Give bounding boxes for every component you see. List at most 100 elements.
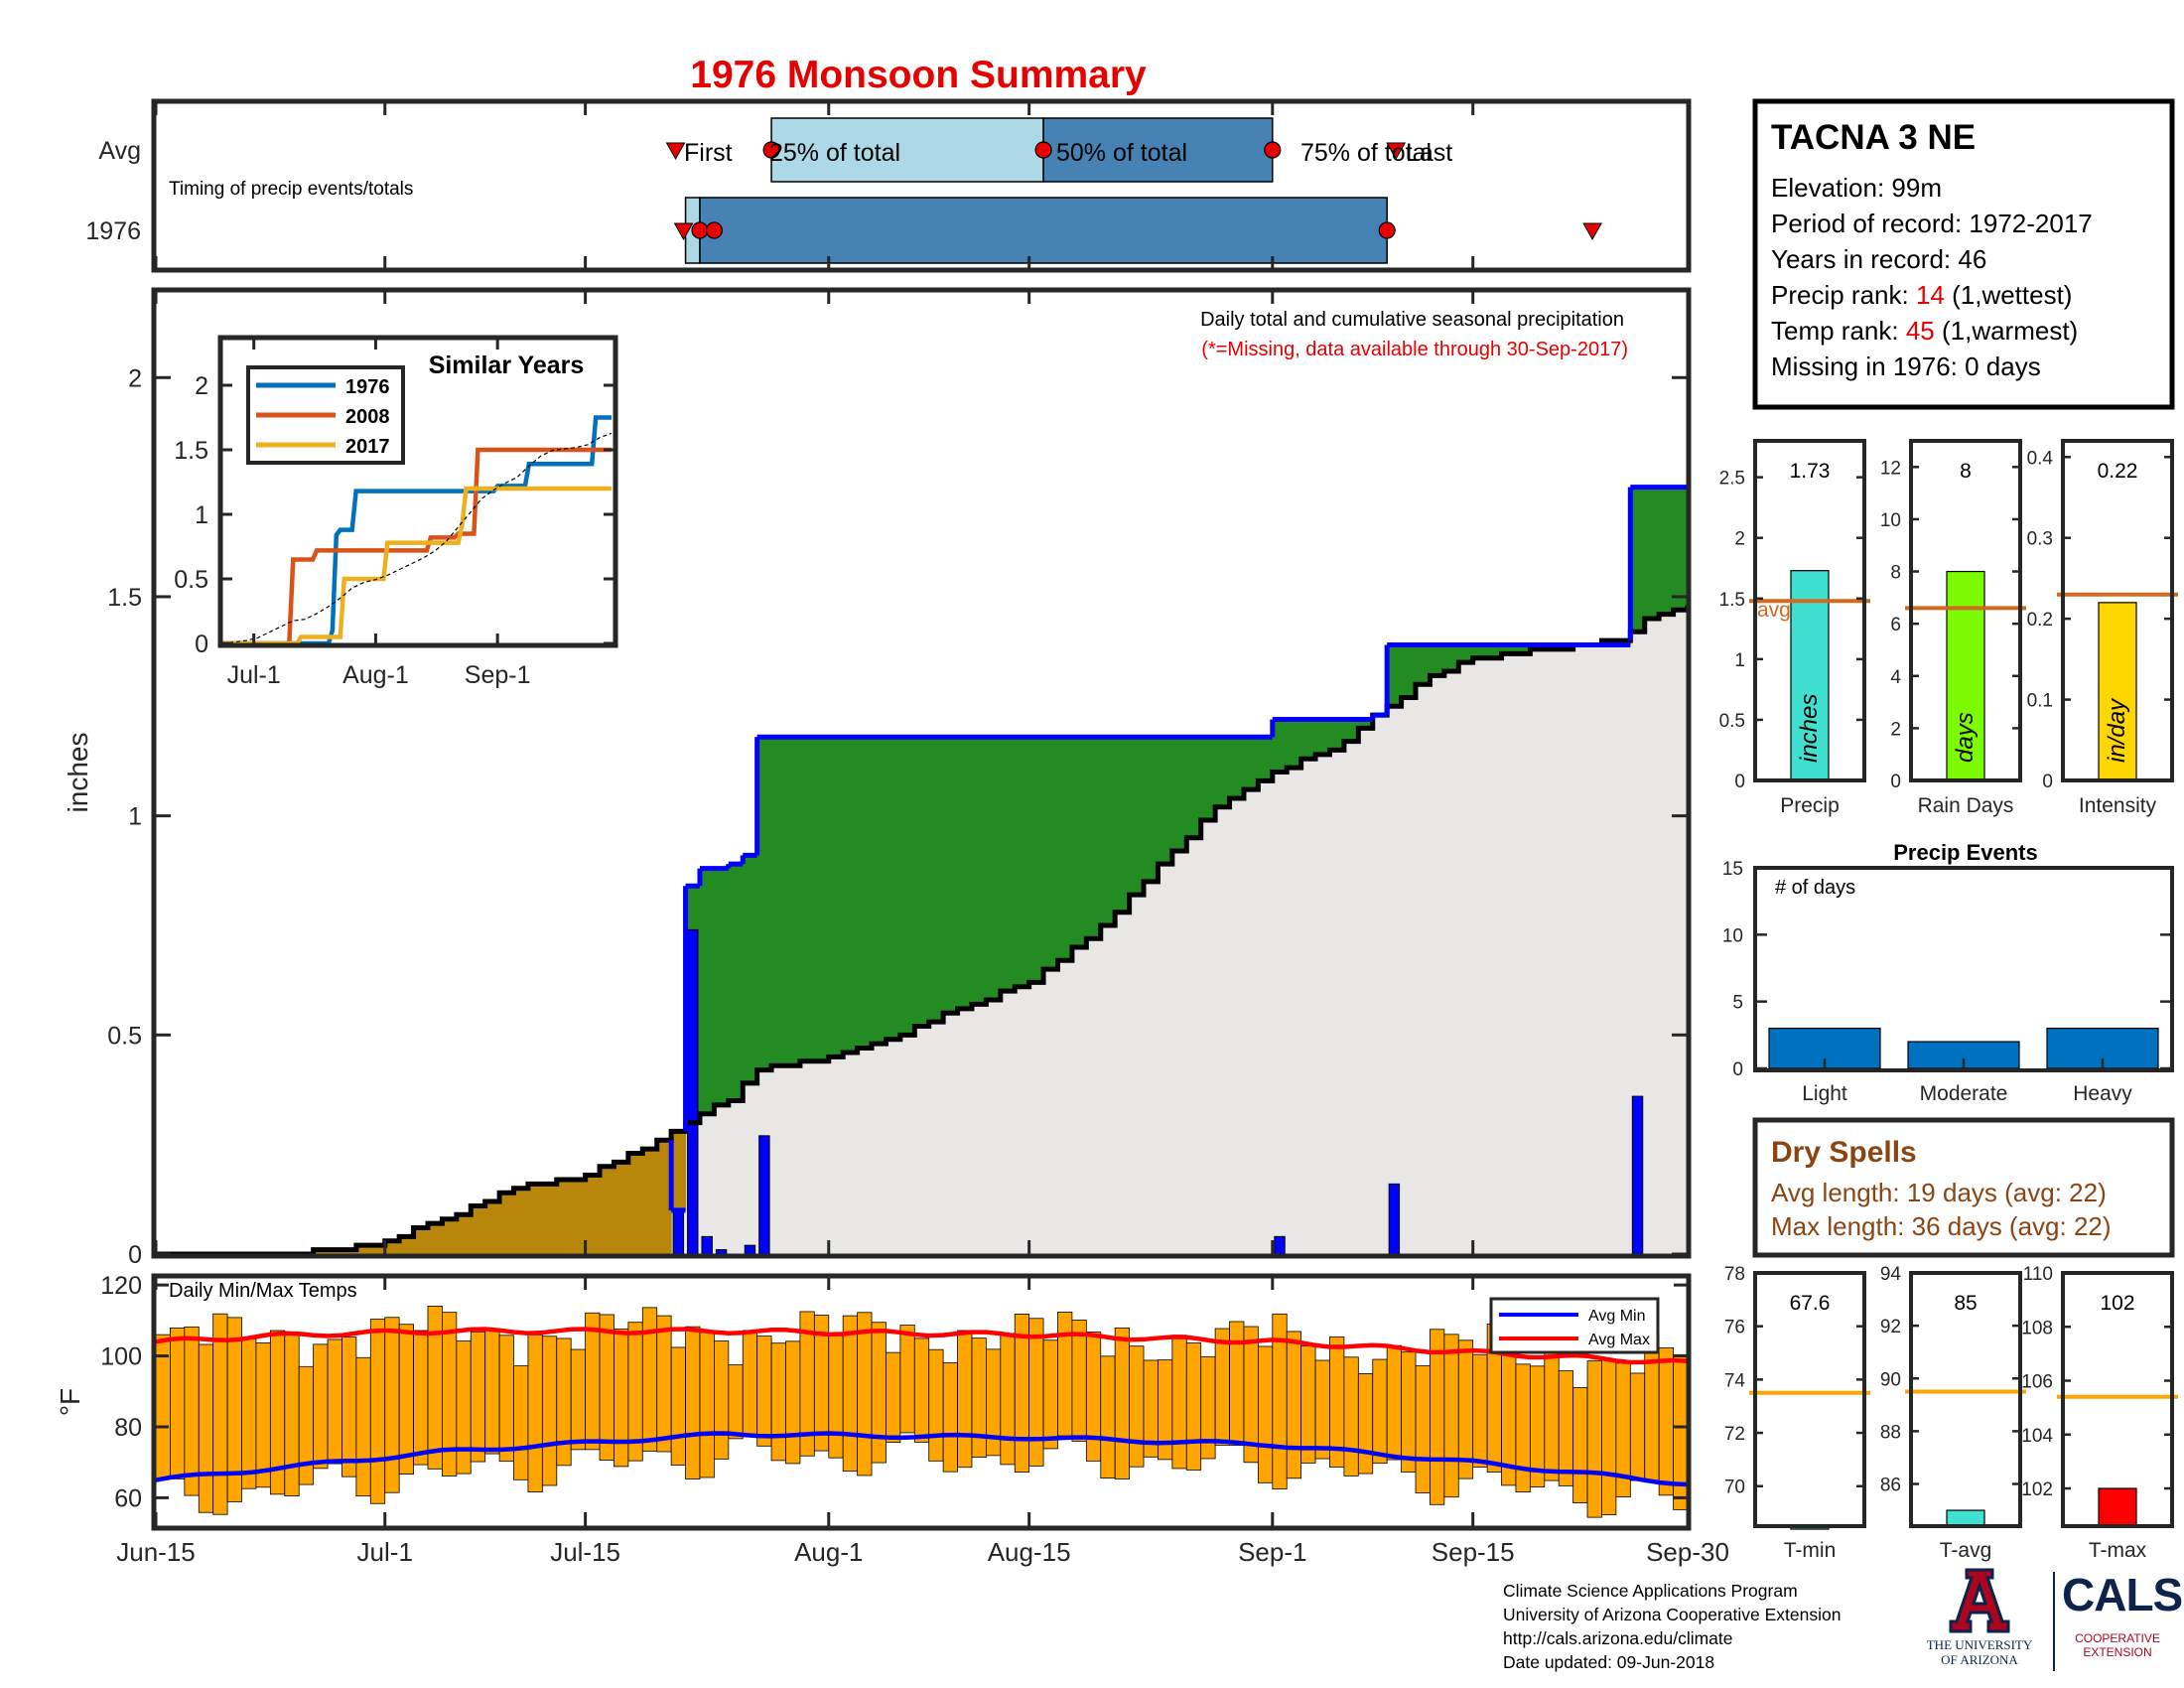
daily-temp-range-bar [1472,1353,1488,1468]
deficit-segment [585,1175,601,1254]
surplus-segment [1158,737,1173,865]
daily-temp-range-bar [255,1341,271,1488]
daily-temp-range-bar [1401,1351,1417,1473]
daily-precip-bar [1388,1183,1401,1255]
surplus-segment [1200,737,1216,821]
inset-xtick-label: Jul-1 [227,661,281,689]
daily-temp-range-bar [1300,1345,1316,1464]
daily-temp-range-bar [327,1338,342,1465]
daily-temp-range-bar [470,1331,486,1463]
stat-panel-intensity: in/day 0 0.1 0.2 0.3 0.4 0.22 Intensity [2027,439,2178,817]
stat-value-label: 0.22 [2098,460,2138,483]
stat-value-label: 67.6 [1790,1292,1831,1315]
surplus-segment [756,737,772,1070]
daily-temp-range-bar [1085,1332,1102,1462]
stat-category-label: T-avg [1940,1539,1992,1562]
deficit-segment [484,1201,500,1254]
temp-ytick-label: 80 [114,1414,142,1442]
stat-panel-frame [1909,439,2022,782]
dry-spells-box: Dry Spells Avg length: 19 days (avg: 22)… [1752,1117,2175,1258]
daily-temp-range-bar [756,1336,772,1447]
daily-temp-range-bar [656,1315,672,1453]
stat-ytick-label: 0.3 [2027,529,2053,550]
daily-temp-range-bar [899,1325,915,1434]
daily-temp-range-bar [1185,1342,1202,1471]
surplus-segment [771,737,787,1066]
daily-temp-range-bar [298,1365,315,1485]
footer-line-program: Climate Science Applications Program [1503,1581,1798,1601]
surplus-segment [957,737,973,1009]
daily-temp-range-bar [942,1362,958,1473]
daily-temp-range-bar [570,1348,587,1451]
stat-panel-bg [2063,1273,2172,1526]
daily-precip-bar [744,1244,756,1255]
event-bar-heavy [2046,1027,2159,1069]
university-of-arizona-logo-icon [1949,1568,2010,1633]
surplus-segment [1229,737,1245,798]
daily-temp-range-bar [714,1340,730,1460]
timing-row-label-year: 1976 [85,217,141,245]
footer-line-url: http://cals.arizona.edu/climate [1503,1628,1733,1648]
daily-temp-range-bar [670,1346,686,1467]
avg-last-marker [1386,142,1407,161]
daily-temp-range-bar [241,1338,257,1489]
surplus-segment [914,737,930,1027]
stat-ytick-label: 0.5 [1719,711,1745,732]
stat-bar [1790,570,1830,781]
stat-ytick-label: 108 [2021,1318,2053,1338]
surplus-segment [1300,719,1316,760]
surplus-segment [728,864,744,1101]
deficit-segment [499,1193,515,1254]
year-p25-marker [691,221,709,239]
year-p75-marker [1378,221,1396,239]
surplus-segment [1028,737,1044,983]
surplus-segment [1015,737,1030,987]
daily-temp-range-bar [842,1315,859,1473]
surplus-segment [1258,737,1274,781]
daily-temp-range-bar [1644,1333,1660,1481]
main-ytick-label: 1.5 [107,584,142,612]
daily-temp-range-bar [1544,1350,1560,1481]
surplus-segment [1215,737,1231,807]
surplus-segment [1071,737,1087,948]
daily-precip-bar [701,1235,713,1255]
surplus-segment [1287,719,1302,769]
daily-temp-range-bar [184,1326,200,1496]
average-cumulative-line [156,605,1691,1257]
daily-precip-bar [715,1249,728,1255]
stat-average-label: avg [1757,599,1791,622]
timing-label-25: 25% of total [769,139,900,167]
deficit-segment [571,1179,587,1254]
stat-panel-bg [1911,1273,2020,1526]
daily-temp-range-bar [1572,1387,1588,1504]
daily-temp-range-bar [527,1334,543,1492]
daily-temp-range-bar [313,1343,329,1470]
daily-temp-range-bar [1257,1345,1274,1483]
daily-temp-range-bar [198,1343,214,1513]
inset-xtick-label: Aug-1 [342,661,409,689]
daily-temp-range-bar [685,1326,701,1479]
x-axis-ticklabels: Jun-15 Jul-1 Jul-15 Aug-1 Aug-15 Sep-1 Sep-15 S… [116,1537,1729,1567]
deficit-segment [399,1236,415,1254]
stat-ytick-label: 0 [1734,772,1745,792]
temp-ticks: 60 80 100 120 [100,1272,1690,1526]
station-years: Years in record: 46 [1771,244,1986,274]
logos: THE UNIVERSITY OF ARIZONA CALS COOPERATI… [1911,1566,2183,1680]
stat-ytick-label: 0 [2042,772,2053,792]
average-area [156,610,1688,1254]
events-plot-area [1768,1027,2159,1069]
daily-temp-range-bar [1071,1320,1087,1442]
deficit-segment [413,1227,429,1254]
surplus-segment [1501,644,1517,654]
surplus-segment [943,737,959,1014]
deficit-segment [614,1162,629,1254]
daily-temp-range-bar [1586,1360,1602,1518]
daily-temp-range-bar [971,1337,987,1458]
surplus-segment [1401,644,1417,698]
surplus-segment [928,737,944,1023]
surplus-segment [1272,719,1288,773]
daily-temp-range-bar [1057,1312,1073,1437]
daily-temp-range-bar [384,1317,400,1493]
year-25-75-box [699,197,1388,264]
surplus-segment [1315,719,1331,755]
